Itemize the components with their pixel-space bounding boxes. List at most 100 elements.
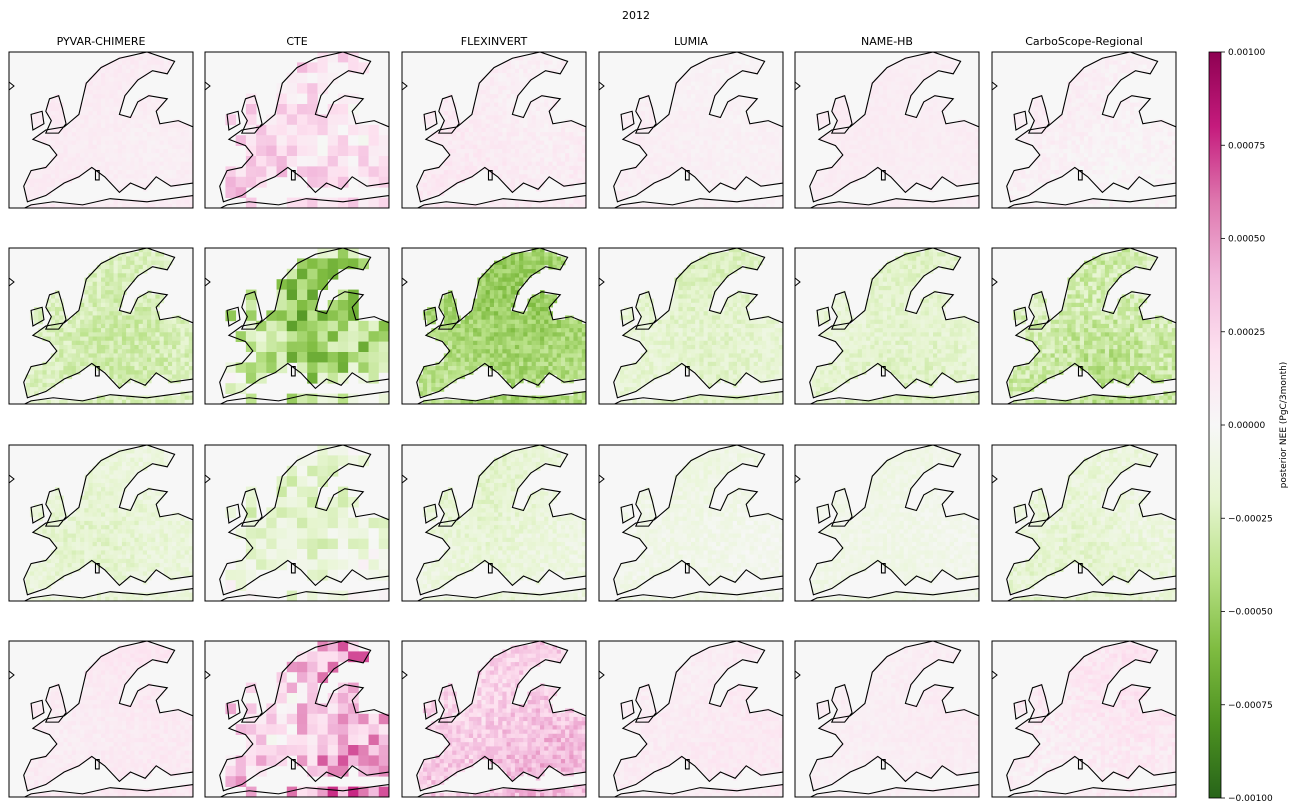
heatmap-cell — [653, 140, 658, 146]
heatmap-cell — [895, 77, 900, 82]
heatmap-cell — [1042, 140, 1047, 146]
heatmap-cell — [577, 153, 583, 158]
heatmap-cell — [866, 148, 871, 154]
heatmap-cell — [498, 140, 503, 146]
heatmap-cell — [1038, 98, 1043, 103]
heatmap-cell — [774, 123, 780, 129]
heatmap-cell — [866, 157, 871, 163]
heatmap-cell — [514, 115, 520, 120]
heatmap-cell — [661, 123, 667, 129]
heatmap-cell — [42, 328, 48, 333]
heatmap-cell — [749, 174, 755, 179]
heatmap-cell — [130, 277, 135, 283]
heatmap-cell — [1130, 127, 1135, 133]
heatmap-cell — [138, 165, 144, 171]
heatmap-cell — [1134, 106, 1139, 112]
heatmap-cell — [670, 140, 675, 146]
coastline — [220, 52, 389, 202]
coastline — [31, 111, 44, 130]
heatmap-cell — [418, 186, 424, 192]
heatmap-cell — [92, 98, 98, 103]
heatmap-cell — [866, 165, 871, 171]
heatmap-cell — [699, 157, 704, 163]
heatmap-cell — [34, 203, 39, 208]
heatmap-cell — [866, 106, 871, 112]
column-title: CarboScope-Regional — [1025, 35, 1143, 48]
heatmap-cell — [96, 136, 102, 141]
heatmap-cell — [435, 178, 441, 184]
heatmap-cell — [1100, 203, 1106, 208]
heatmap-cell — [297, 72, 308, 84]
heatmap-cell — [188, 340, 193, 346]
heatmap-cell — [1134, 98, 1139, 103]
heatmap-cell — [924, 161, 930, 167]
heatmap-cell — [933, 98, 938, 103]
heatmap-cell — [368, 166, 380, 178]
heatmap-cell — [887, 115, 892, 120]
heatmap-cell — [953, 165, 959, 171]
heatmap-cell — [962, 144, 967, 150]
heatmap-cell — [958, 182, 963, 188]
heatmap-cell — [80, 328, 85, 333]
heatmap-cell — [899, 111, 905, 116]
heatmap-cell — [552, 157, 558, 163]
heatmap-cell — [920, 77, 926, 82]
heatmap-cell — [903, 132, 909, 137]
heatmap-cell — [151, 174, 156, 179]
heatmap-cell — [126, 127, 131, 133]
heatmap-cell — [1046, 127, 1051, 133]
heatmap-cell — [711, 178, 717, 184]
heatmap-cell — [510, 140, 516, 146]
heatmap-cell — [113, 111, 119, 116]
heatmap-cell — [477, 157, 482, 163]
heatmap-cell — [1113, 115, 1118, 120]
heatmap-cell — [121, 277, 127, 283]
heatmap-cell — [849, 136, 854, 141]
heatmap-cell — [878, 115, 884, 120]
heatmap-cell — [535, 123, 541, 129]
heatmap-cell — [443, 182, 449, 188]
heatmap-cell — [577, 136, 583, 141]
heatmap-cell — [481, 132, 487, 137]
heatmap-cell — [46, 323, 52, 329]
heatmap-cell — [92, 161, 98, 167]
heatmap-cell — [126, 115, 131, 120]
heatmap-cell — [358, 197, 369, 208]
heatmap-cell — [778, 148, 783, 154]
heatmap-cell — [142, 302, 148, 308]
heatmap-cell — [147, 161, 152, 167]
heatmap-cell — [485, 132, 491, 137]
heatmap-cell — [828, 182, 834, 188]
heatmap-cell — [84, 340, 89, 346]
heatmap-cell — [933, 94, 938, 99]
heatmap-cell — [1021, 191, 1026, 196]
heatmap-cell — [870, 140, 875, 146]
heatmap-cell — [498, 106, 503, 112]
heatmap-cell — [494, 140, 499, 146]
heatmap-cell — [874, 106, 880, 112]
heatmap-cell — [565, 182, 570, 188]
heatmap-cell — [138, 52, 144, 57]
heatmap-cell — [1092, 111, 1097, 116]
heatmap-cell — [661, 153, 667, 158]
heatmap-cell — [50, 165, 56, 171]
heatmap-cell — [59, 178, 64, 184]
heatmap-cell — [745, 170, 750, 175]
heatmap-cell — [540, 98, 545, 103]
heatmap-cell — [1159, 199, 1164, 205]
heatmap-cell — [720, 157, 725, 163]
heatmap-cell — [502, 98, 507, 103]
heatmap-cell — [121, 132, 127, 137]
heatmap-cell — [105, 336, 110, 342]
heatmap-cell — [327, 62, 339, 74]
heatmap-cell — [1038, 132, 1043, 137]
heatmap-cell — [624, 136, 629, 141]
heatmap-cell — [577, 203, 583, 208]
coastline — [227, 111, 240, 130]
heatmap-cell — [619, 191, 625, 196]
heatmap-cell — [101, 294, 106, 299]
heatmap-cell — [861, 153, 867, 158]
heatmap-cell — [105, 307, 110, 312]
heatmap-cell — [861, 144, 867, 150]
heatmap-cell — [728, 56, 734, 61]
